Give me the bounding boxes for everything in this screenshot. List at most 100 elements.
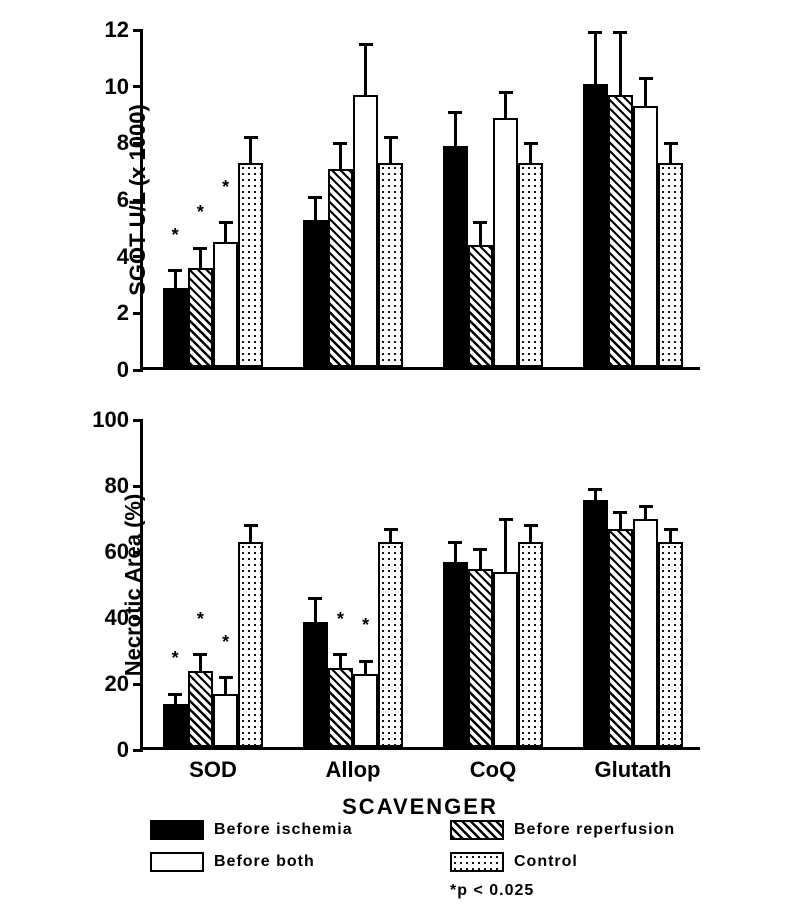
bar-before_both bbox=[353, 674, 378, 747]
bottom-ylabel: Necrotic Area (%) bbox=[120, 494, 146, 677]
bar-before_reperfusion bbox=[608, 529, 633, 747]
error-cap bbox=[219, 221, 233, 224]
error-bar bbox=[529, 526, 532, 543]
error-bar bbox=[619, 33, 622, 95]
x-tick-label: Glutath bbox=[595, 747, 672, 783]
error-bar bbox=[339, 143, 342, 169]
bar-before_ischemia bbox=[163, 704, 188, 747]
error-bar bbox=[174, 271, 177, 288]
error-cap bbox=[639, 77, 653, 80]
bar-control bbox=[238, 163, 263, 367]
bar-before_reperfusion bbox=[188, 671, 213, 747]
bar-control bbox=[378, 163, 403, 367]
error-bar bbox=[199, 655, 202, 672]
error-cap bbox=[384, 136, 398, 139]
error-bar bbox=[504, 519, 507, 572]
legend-swatch-open bbox=[150, 852, 204, 872]
error-cap bbox=[384, 528, 398, 531]
error-cap bbox=[333, 653, 347, 656]
bar-before_ischemia bbox=[163, 288, 188, 367]
error-cap bbox=[499, 91, 513, 94]
bar-before_ischemia bbox=[303, 622, 328, 747]
bar-before_both bbox=[493, 572, 518, 747]
significance-marker: * bbox=[222, 632, 229, 653]
legend-swatch-dots bbox=[450, 852, 504, 872]
error-cap bbox=[473, 548, 487, 551]
bar-before_reperfusion bbox=[468, 569, 493, 747]
error-bar bbox=[644, 78, 647, 106]
sig-note-text: *p < 0.025 bbox=[450, 882, 534, 900]
error-cap bbox=[473, 221, 487, 224]
bar-before_ischemia bbox=[443, 146, 468, 367]
bar-control bbox=[658, 163, 683, 367]
bar-before_reperfusion bbox=[608, 95, 633, 367]
y-tick-label: 2 bbox=[117, 300, 143, 326]
significance-marker: * bbox=[172, 648, 179, 669]
error-bar bbox=[314, 197, 317, 220]
legend-label: Control bbox=[514, 853, 578, 871]
y-tick-label: 100 bbox=[92, 407, 143, 433]
error-cap bbox=[168, 693, 182, 696]
significance-marker: * bbox=[197, 609, 204, 630]
error-bar bbox=[644, 506, 647, 519]
y-tick-label: 0 bbox=[117, 737, 143, 763]
error-cap bbox=[193, 653, 207, 656]
bar-before_reperfusion bbox=[328, 169, 353, 367]
legend-swatch-solid bbox=[150, 820, 204, 840]
error-bar bbox=[504, 92, 507, 118]
bar-before_ischemia bbox=[443, 562, 468, 747]
y-tick-label: 0 bbox=[117, 357, 143, 383]
bar-before_reperfusion bbox=[188, 268, 213, 367]
error-cap bbox=[588, 31, 602, 34]
legend-swatch-hatch bbox=[450, 820, 504, 840]
bar-before_both bbox=[633, 519, 658, 747]
error-bar bbox=[454, 542, 457, 562]
bar-control bbox=[518, 163, 543, 367]
error-cap bbox=[639, 505, 653, 508]
error-bar bbox=[669, 529, 672, 542]
error-cap bbox=[448, 111, 462, 114]
significance-note: *p < 0.025 bbox=[450, 882, 534, 900]
significance-marker: * bbox=[172, 225, 179, 246]
significance-marker: * bbox=[197, 202, 204, 223]
y-tick-label: 12 bbox=[105, 17, 143, 43]
error-bar bbox=[224, 678, 227, 695]
legend-label: Before reperfusion bbox=[514, 821, 675, 839]
error-cap bbox=[219, 676, 233, 679]
error-bar bbox=[249, 138, 252, 164]
legend-label: Before ischemia bbox=[214, 821, 353, 839]
legend-label: Before both bbox=[214, 853, 315, 871]
figure-container: { "figure": { "width_px": 800, "height_p… bbox=[0, 0, 800, 924]
bar-before_both bbox=[633, 106, 658, 367]
error-cap bbox=[499, 518, 513, 521]
error-bar bbox=[529, 143, 532, 163]
error-bar bbox=[669, 143, 672, 163]
error-bar bbox=[454, 112, 457, 146]
error-bar bbox=[314, 599, 317, 622]
error-cap bbox=[613, 511, 627, 514]
x-axis-label: SCAVENGER bbox=[342, 750, 498, 820]
bar-before_both bbox=[213, 694, 238, 747]
error-cap bbox=[193, 247, 207, 250]
error-cap bbox=[308, 597, 322, 600]
bar-before_reperfusion bbox=[468, 245, 493, 367]
error-bar bbox=[249, 526, 252, 543]
top-chart: 024681012*** SGOT U/L (x 1000) bbox=[140, 30, 700, 370]
error-cap bbox=[244, 136, 258, 139]
error-cap bbox=[359, 660, 373, 663]
significance-marker: * bbox=[337, 609, 344, 630]
error-cap bbox=[359, 43, 373, 46]
y-tick-label: 10 bbox=[105, 74, 143, 100]
top-ylabel: SGOT U/L (x 1000) bbox=[125, 104, 151, 296]
bar-control bbox=[238, 542, 263, 747]
error-cap bbox=[168, 269, 182, 272]
error-bar bbox=[364, 44, 367, 95]
error-cap bbox=[524, 524, 538, 527]
error-cap bbox=[588, 488, 602, 491]
bar-control bbox=[518, 542, 543, 747]
bottom-chart: 020406080100***SOD**AllopCoQGlutath Necr… bbox=[140, 420, 700, 750]
error-bar bbox=[479, 549, 482, 569]
bar-control bbox=[378, 542, 403, 747]
error-cap bbox=[244, 524, 258, 527]
error-cap bbox=[308, 196, 322, 199]
